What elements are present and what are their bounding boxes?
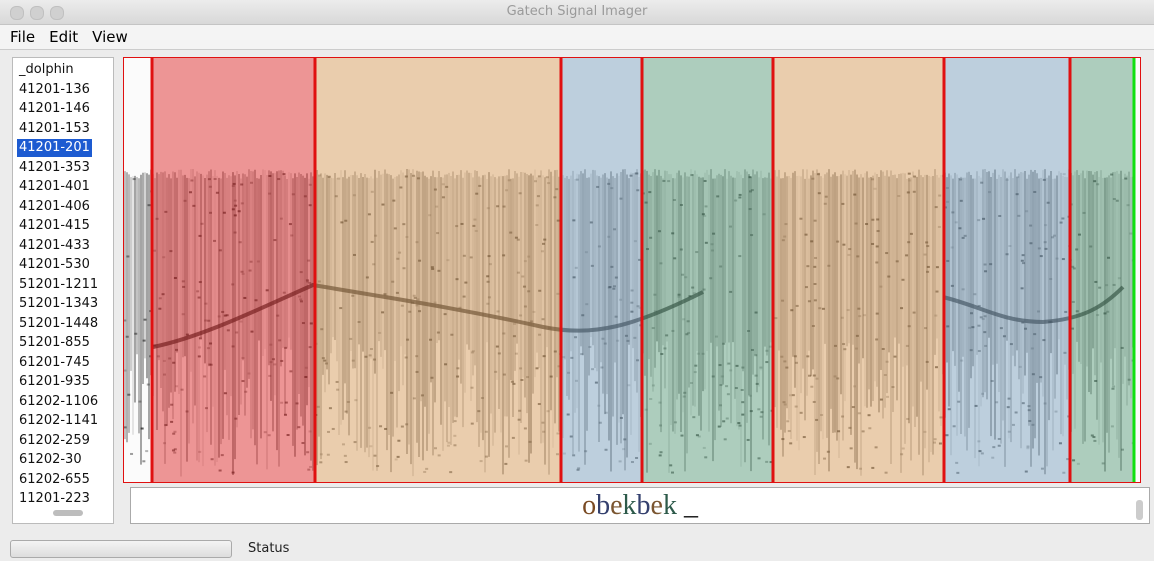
- menu-item[interactable]: Edit: [49, 28, 78, 46]
- noise: [142, 460, 145, 462]
- app-window: Gatech Signal Imager File Edit View _dolph…: [0, 0, 1154, 561]
- letter: b: [596, 490, 610, 521]
- progress-bar: [10, 540, 232, 558]
- file-item[interactable]: 41201-406: [17, 198, 92, 216]
- file-item[interactable]: 61202-655: [17, 471, 92, 489]
- region[interactable]: [1070, 57, 1134, 483]
- region[interactable]: [152, 57, 315, 483]
- noise: [144, 319, 147, 321]
- letter: e: [651, 490, 663, 521]
- noise: [126, 255, 129, 257]
- letter: b: [637, 490, 651, 521]
- spectrogram: [123, 57, 1141, 483]
- file-item[interactable]: 51201-1211: [17, 276, 100, 294]
- noise: [143, 340, 146, 342]
- noise: [147, 384, 150, 386]
- letter: k: [623, 490, 637, 521]
- region[interactable]: [315, 57, 561, 483]
- file-item[interactable]: 51201-855: [17, 334, 92, 352]
- file-item[interactable]: 61202-1141: [17, 412, 100, 430]
- letter: e: [610, 490, 622, 521]
- file-item[interactable]: 41201-136: [17, 81, 92, 99]
- region[interactable]: [561, 57, 642, 483]
- letter: k: [663, 490, 677, 521]
- file-item[interactable]: 11201-223: [17, 490, 92, 508]
- file-item[interactable]: 41201-153: [17, 120, 92, 138]
- noise: [130, 453, 133, 455]
- noise: [133, 178, 136, 180]
- noise: [134, 333, 137, 335]
- window-title: Gatech Signal Imager: [507, 4, 648, 19]
- noise: [126, 336, 129, 338]
- file-item[interactable]: 61201-935: [17, 373, 92, 391]
- menu-item[interactable]: View: [92, 28, 128, 46]
- noise: [148, 204, 151, 206]
- file-item[interactable]: 61201-745: [17, 354, 92, 372]
- scrollbar[interactable]: [1136, 500, 1143, 520]
- file-item[interactable]: 41201-530: [17, 256, 92, 274]
- zoom-button[interactable]: [50, 6, 64, 20]
- noise: [127, 394, 130, 396]
- menu-item[interactable]: File: [10, 28, 35, 46]
- title-bar: Gatech Signal Imager: [0, 0, 1154, 25]
- file-item[interactable]: 41201-401: [17, 178, 92, 196]
- transcription-field[interactable]: obekbek _: [130, 487, 1150, 524]
- region[interactable]: [773, 57, 944, 483]
- noise: [145, 450, 148, 452]
- noise: [124, 426, 127, 428]
- file-item[interactable]: 41201-146: [17, 100, 92, 118]
- status-label: Status: [248, 540, 289, 558]
- file-item[interactable]: 51201-1343: [17, 295, 100, 313]
- file-item[interactable]: 61202-259: [17, 432, 92, 450]
- file-item[interactable]: 61202-30: [17, 451, 84, 469]
- file-item[interactable]: 41201-415: [17, 217, 92, 235]
- minimize-button[interactable]: [30, 6, 44, 20]
- transcription: obekbek _: [131, 490, 1149, 522]
- file-item[interactable]: _dolphin: [17, 61, 76, 79]
- file-item[interactable]: 41201-433: [17, 237, 92, 255]
- file-item[interactable]: 41201-201: [17, 139, 92, 157]
- cursor: _: [684, 490, 698, 521]
- noise: [138, 401, 141, 403]
- close-button[interactable]: [10, 6, 24, 20]
- menu-bar: File Edit View: [0, 25, 1154, 50]
- noise: [141, 428, 144, 430]
- scrollbar[interactable]: [53, 510, 83, 516]
- file-item[interactable]: 51201-1448: [17, 315, 100, 333]
- file-item[interactable]: 61202-1106: [17, 393, 100, 411]
- region[interactable]: [642, 57, 773, 483]
- file-item[interactable]: 41201-353: [17, 159, 92, 177]
- region[interactable]: [944, 57, 1070, 483]
- letter: o: [582, 490, 596, 521]
